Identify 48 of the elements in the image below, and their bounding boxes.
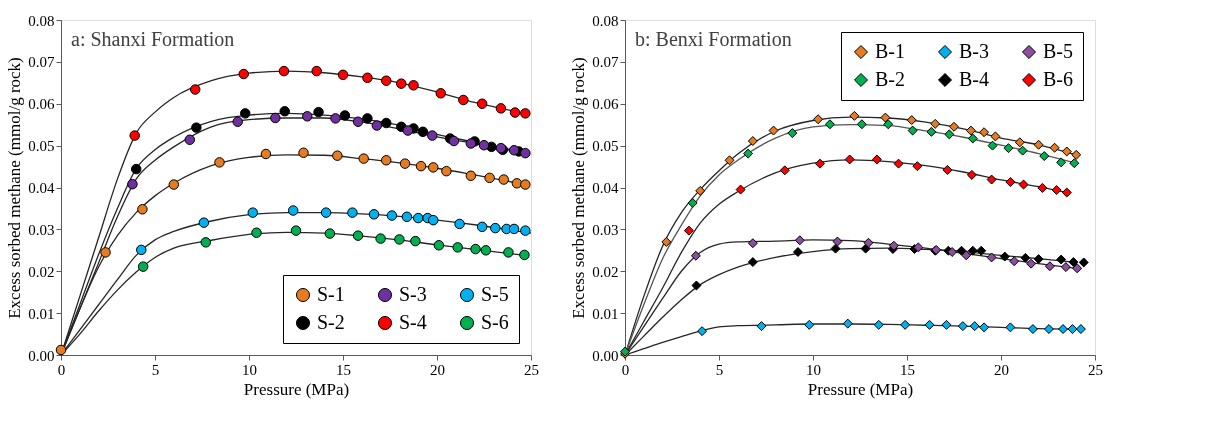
y-tick-label: 0.02: [28, 263, 55, 280]
legend-label: B-5: [1043, 40, 1073, 62]
x-axis-title: Pressure (MPa): [807, 379, 914, 399]
y-tick-label: 0.01: [28, 305, 55, 322]
x-tick-label: 5: [715, 361, 724, 378]
x-tick-label: 10: [242, 361, 257, 378]
x-tick-label: 5: [151, 361, 160, 378]
x-tick-label: 20: [430, 361, 445, 378]
legend-label: B-1: [875, 40, 905, 62]
chart-title: b: Benxi Formation: [635, 28, 792, 50]
legend-label: S-6: [481, 311, 509, 333]
legend-label: S-1: [317, 283, 345, 305]
y-tick-label: 0.00: [28, 347, 55, 364]
legend-label: B-2: [875, 68, 905, 90]
y-tick-label: 0.05: [592, 138, 619, 155]
x-tick-label: 0: [621, 361, 630, 378]
y-tick-label: 0.04: [28, 180, 55, 196]
y-tick-label: 0.05: [28, 138, 55, 155]
y-axis-title: Excess sorbed methane (mmol/g rock): [5, 57, 25, 319]
y-tick-label: 0.03: [592, 221, 619, 238]
y-tick-label: 0.01: [592, 305, 619, 322]
x-tick-label: 25: [524, 361, 539, 378]
y-tick-label: 0.02: [592, 263, 619, 280]
x-tick-label: 15: [336, 361, 351, 378]
y-tick-label: 0.08: [28, 12, 55, 29]
legend-label: S-2: [317, 311, 345, 333]
x-tick-label: 10: [806, 361, 821, 378]
y-axis-title: Excess sorbed methane (mmol/g rock): [569, 57, 589, 319]
y-tick-label: 0.08: [592, 12, 619, 29]
legend-label: S-4: [399, 311, 427, 333]
y-tick-label: 0.07: [592, 54, 619, 71]
legend-label: B-6: [1043, 68, 1073, 90]
legend-label: S-5: [481, 283, 509, 305]
legend-label: B-4: [959, 68, 989, 90]
chart-title: a: Shanxi Formation: [71, 28, 235, 50]
x-tick-label: 0: [57, 361, 66, 378]
x-tick-label: 20: [994, 361, 1009, 378]
y-tick-label: 0.00: [592, 347, 619, 364]
x-tick-label: 25: [1088, 361, 1103, 378]
y-tick-label: 0.04: [592, 180, 619, 196]
y-tick-label: 0.06: [28, 96, 55, 113]
legend-label: B-3: [959, 40, 989, 62]
legend-label: S-3: [399, 283, 427, 305]
y-tick-label: 0.03: [28, 221, 55, 238]
y-tick-label: 0.06: [592, 96, 619, 113]
y-tick-label: 0.07: [28, 54, 55, 71]
x-axis-title: Pressure (MPa): [243, 379, 350, 399]
x-tick-label: 15: [900, 361, 915, 378]
